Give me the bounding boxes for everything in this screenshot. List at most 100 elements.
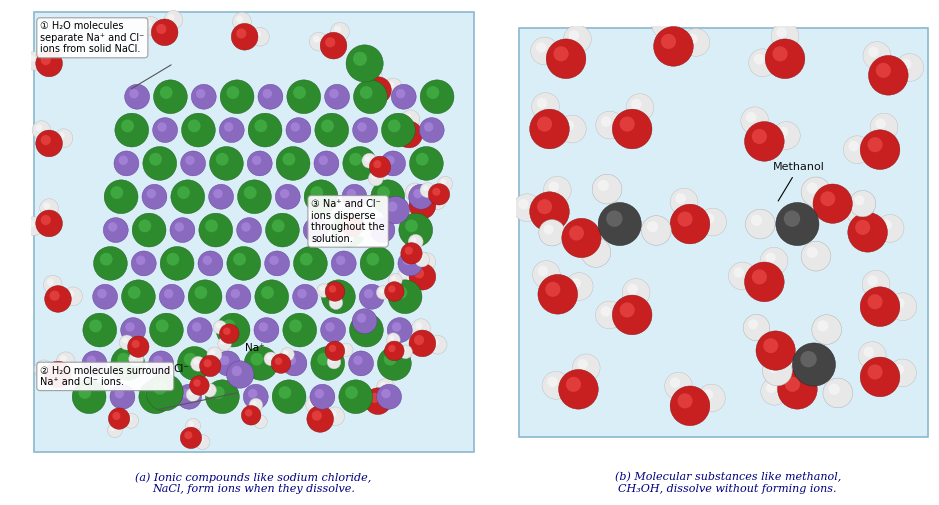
Circle shape: [405, 114, 411, 121]
Circle shape: [537, 117, 552, 132]
Circle shape: [130, 89, 139, 98]
Circle shape: [254, 318, 279, 342]
Circle shape: [153, 118, 177, 142]
Circle shape: [388, 285, 395, 293]
Circle shape: [346, 189, 356, 198]
Circle shape: [331, 22, 349, 41]
Circle shape: [82, 351, 107, 376]
Circle shape: [423, 185, 428, 191]
Circle shape: [427, 191, 446, 210]
Circle shape: [343, 146, 377, 180]
Circle shape: [346, 45, 383, 82]
Circle shape: [184, 431, 192, 439]
Circle shape: [220, 324, 239, 343]
Circle shape: [223, 122, 234, 132]
Circle shape: [647, 221, 658, 232]
Circle shape: [353, 118, 377, 142]
Circle shape: [265, 251, 289, 276]
Circle shape: [813, 184, 853, 223]
Circle shape: [339, 229, 354, 244]
Circle shape: [598, 180, 609, 191]
Circle shape: [310, 384, 335, 409]
Circle shape: [50, 366, 60, 376]
Circle shape: [104, 180, 138, 214]
Circle shape: [553, 46, 569, 61]
Circle shape: [657, 16, 668, 27]
Circle shape: [264, 352, 278, 366]
Circle shape: [122, 338, 128, 343]
Circle shape: [357, 313, 366, 323]
Circle shape: [153, 381, 167, 395]
Circle shape: [771, 22, 799, 50]
Circle shape: [746, 112, 757, 123]
Circle shape: [50, 290, 60, 300]
Circle shape: [677, 212, 693, 227]
Circle shape: [357, 223, 372, 237]
Circle shape: [305, 395, 324, 414]
Circle shape: [139, 380, 173, 414]
Circle shape: [358, 390, 364, 397]
Circle shape: [171, 180, 205, 214]
Circle shape: [875, 119, 885, 129]
Circle shape: [398, 251, 423, 276]
Circle shape: [110, 425, 115, 431]
Circle shape: [389, 335, 394, 340]
Circle shape: [129, 351, 144, 366]
Circle shape: [28, 55, 36, 62]
Circle shape: [537, 98, 547, 109]
Circle shape: [244, 346, 278, 380]
Circle shape: [45, 40, 64, 59]
Circle shape: [180, 151, 206, 176]
Circle shape: [346, 219, 354, 227]
Circle shape: [254, 280, 288, 314]
Circle shape: [752, 129, 767, 144]
Circle shape: [428, 335, 447, 354]
Circle shape: [601, 306, 611, 317]
Circle shape: [791, 358, 801, 368]
Circle shape: [191, 357, 206, 371]
Circle shape: [34, 360, 53, 379]
Circle shape: [800, 351, 817, 367]
Circle shape: [43, 202, 51, 209]
Circle shape: [746, 209, 775, 239]
Circle shape: [378, 288, 384, 293]
Circle shape: [325, 37, 335, 47]
Circle shape: [595, 111, 623, 139]
Circle shape: [368, 171, 383, 186]
Circle shape: [401, 347, 407, 353]
Circle shape: [349, 313, 383, 347]
Circle shape: [384, 127, 403, 145]
Circle shape: [869, 56, 908, 95]
Circle shape: [110, 384, 135, 409]
Circle shape: [149, 153, 162, 166]
Circle shape: [98, 289, 107, 298]
Circle shape: [258, 84, 283, 109]
Circle shape: [125, 84, 149, 109]
Circle shape: [40, 135, 51, 145]
Circle shape: [188, 280, 222, 314]
Circle shape: [269, 256, 279, 265]
Circle shape: [252, 156, 261, 165]
Circle shape: [154, 80, 187, 114]
Circle shape: [131, 340, 140, 348]
Circle shape: [538, 274, 577, 314]
Circle shape: [360, 86, 373, 99]
Circle shape: [380, 151, 406, 176]
Circle shape: [367, 70, 374, 77]
Circle shape: [276, 146, 310, 180]
Circle shape: [180, 427, 202, 448]
Circle shape: [294, 246, 328, 280]
Circle shape: [56, 352, 75, 371]
Text: Na⁺: Na⁺: [245, 343, 264, 352]
Circle shape: [850, 190, 876, 217]
Circle shape: [226, 86, 239, 99]
Circle shape: [241, 406, 261, 425]
Circle shape: [548, 181, 559, 192]
Circle shape: [364, 388, 392, 415]
Circle shape: [300, 253, 313, 266]
Circle shape: [848, 213, 887, 252]
Circle shape: [187, 318, 212, 342]
Circle shape: [360, 284, 384, 309]
Circle shape: [760, 247, 788, 275]
Circle shape: [215, 351, 240, 376]
